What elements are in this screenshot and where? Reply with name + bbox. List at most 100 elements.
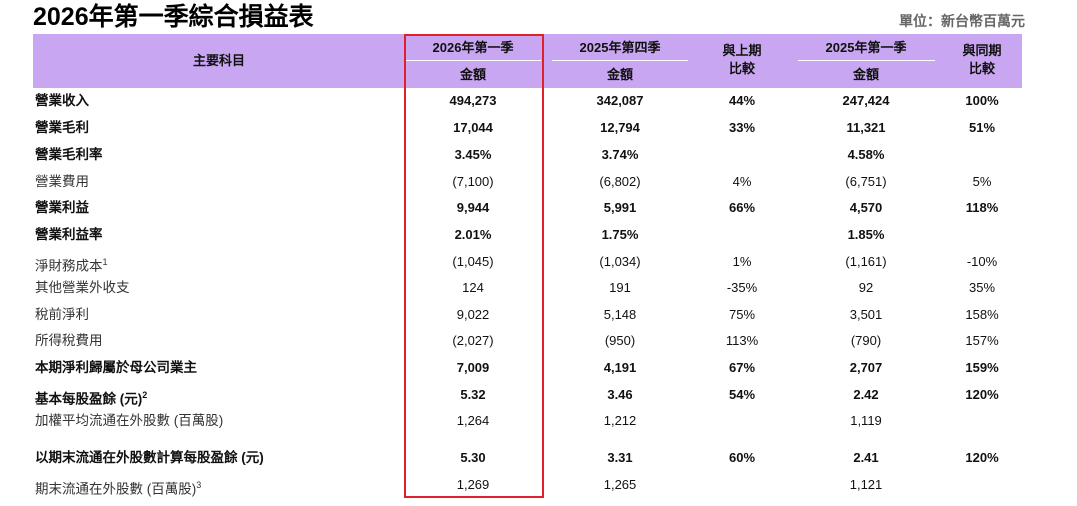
footnote-mark: 2: [142, 390, 148, 400]
highlight-box: [404, 34, 544, 498]
row-label: 期末流通在外股數 (百萬股)3: [35, 477, 201, 498]
row-label: 營業收入: [35, 93, 89, 109]
unit: 單位：新台幣百萬元: [899, 13, 1025, 29]
cell: 1,212: [603, 413, 637, 428]
row-label: 本期淨利歸屬於母公司業主: [35, 360, 197, 376]
cell: 120%: [965, 387, 999, 402]
cell: 2.01%: [454, 227, 492, 242]
label-text: 期末流通在外股數 (百萬股): [35, 481, 197, 497]
column-subheader: 金額: [459, 67, 487, 82]
cell: 33%: [728, 120, 756, 135]
cell: 75%: [728, 307, 756, 322]
cell: 4.58%: [847, 147, 885, 162]
cell: (1,161): [845, 254, 887, 269]
header-divider: [552, 60, 688, 61]
cell: -35%: [726, 280, 758, 295]
row-label: 稅前淨利: [35, 307, 89, 323]
cell: (1,045): [452, 254, 494, 269]
cell: 5,991: [603, 200, 637, 215]
column-header: 與同期: [962, 43, 1002, 58]
cell: 342,087: [596, 93, 644, 108]
cell: 4%: [732, 174, 752, 189]
cell: 1,121: [849, 477, 883, 492]
column-header: 比較: [968, 61, 996, 76]
cell: 44%: [728, 93, 756, 108]
cell: 1,264: [456, 413, 490, 428]
cell: 3.46: [607, 387, 633, 402]
cell: 92: [858, 280, 874, 295]
cell: 60%: [728, 450, 756, 465]
cell: 7,009: [456, 360, 490, 375]
label-text: 以期末流通在外股數計算每股盈餘 (元): [35, 450, 264, 465]
row-label: 所得稅費用: [35, 333, 103, 349]
cell: 2.42: [853, 387, 879, 402]
column-header: 2025年第四季: [579, 40, 661, 55]
cell: (2,027): [452, 333, 494, 348]
cell: 494,273: [449, 93, 497, 108]
row-label: 營業利益率: [35, 227, 103, 243]
label-text: 加權平均流通在外股數 (百萬股): [35, 413, 224, 428]
cell: 9,944: [456, 200, 490, 215]
cell: (950): [604, 333, 636, 348]
row-label: 淨財務成本1: [35, 254, 108, 275]
cell: 120%: [965, 450, 999, 465]
label-text: 其他營業外收支: [35, 280, 130, 295]
cell: 118%: [965, 200, 999, 215]
cell: (1,034): [599, 254, 641, 269]
cell: 4,570: [849, 200, 883, 215]
row-label: 其他營業外收支: [35, 280, 130, 296]
header-divider: [798, 60, 935, 61]
title: 2026年第一季綜合損益表: [33, 3, 314, 31]
label-text: 營業毛利: [35, 120, 89, 135]
cell: (790): [850, 333, 882, 348]
cell: 124: [462, 280, 484, 295]
label-text: 營業利益率: [35, 227, 103, 242]
cell: 159%: [965, 360, 999, 375]
column-header: 比較: [728, 61, 756, 76]
cell: 66%: [728, 200, 756, 215]
row-label: 營業毛利: [35, 120, 89, 136]
cell: (7,100): [452, 174, 494, 189]
cell: 247,424: [842, 93, 890, 108]
cell: 5%: [972, 174, 992, 189]
row-label: 營業費用: [35, 174, 89, 190]
label-text: 基本每股盈餘 (元): [35, 391, 143, 407]
cell: (6,802): [599, 174, 641, 189]
cell: 1.85%: [847, 227, 885, 242]
column-subheader: 金額: [852, 67, 880, 82]
row-label: 營業利益: [35, 200, 89, 216]
column-header: 主要科目: [192, 53, 246, 68]
cell: 67%: [728, 360, 756, 375]
cell: 1%: [732, 254, 752, 269]
cell: 1,269: [456, 477, 490, 492]
cell: 191: [609, 280, 631, 295]
footnote-mark: 1: [102, 257, 108, 267]
cell: 113%: [725, 333, 759, 348]
header-divider: [405, 60, 541, 61]
cell: 4,191: [603, 360, 637, 375]
cell: 9,022: [456, 307, 490, 322]
label-text: 稅前淨利: [35, 307, 89, 322]
cell: 3.74%: [601, 147, 639, 162]
row-label: 以期末流通在外股數計算每股盈餘 (元): [35, 450, 264, 466]
cell: 35%: [968, 280, 996, 295]
label-text: 營業收入: [35, 93, 89, 108]
cell: 51%: [968, 120, 996, 135]
column-header: 2026年第一季: [432, 40, 514, 55]
cell: 5.32: [460, 387, 486, 402]
cell: 2,707: [849, 360, 883, 375]
label-text: 所得稅費用: [35, 333, 103, 348]
column-header: 2025年第一季: [825, 40, 907, 55]
row-label: 基本每股盈餘 (元)2: [35, 387, 147, 408]
row-label: 營業毛利率: [35, 147, 103, 163]
footnote-mark: 3: [196, 480, 202, 490]
label-text: 淨財務成本: [35, 258, 103, 274]
cell: 5.30: [460, 450, 486, 465]
label-text: 營業毛利率: [35, 147, 103, 162]
cell: 3.45%: [454, 147, 492, 162]
column-header: 與上期: [722, 43, 762, 58]
cell: -10%: [966, 254, 998, 269]
cell: 1,265: [603, 477, 637, 492]
cell: 12,794: [600, 120, 640, 135]
